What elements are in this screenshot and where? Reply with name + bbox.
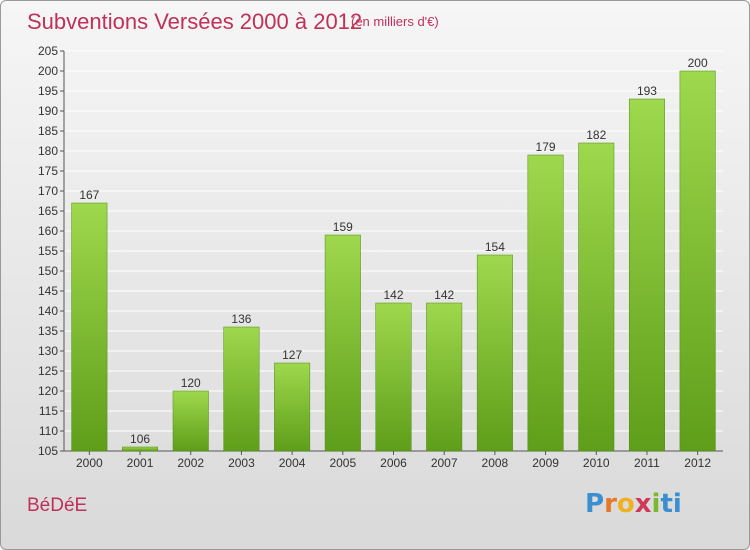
y-tick-label: 185	[38, 124, 58, 138]
y-tick-label: 135	[38, 324, 58, 338]
x-tick-label-2010: 2010	[583, 456, 610, 470]
y-tick-label: 190	[38, 104, 58, 118]
bar-2004	[274, 362, 311, 452]
y-tick-label: 165	[38, 204, 58, 218]
commune-name: BéDéE	[27, 495, 88, 516]
bar-2009	[527, 154, 564, 452]
bar-2001	[122, 446, 159, 452]
y-tick-label: 130	[38, 344, 58, 358]
y-tick-label: 195	[38, 84, 58, 98]
y-tick-labels: 105 110 115 120 125 130 135 140 145 150 155 160 165 1…	[38, 44, 58, 458]
y-tick-label: 110	[39, 424, 58, 438]
bar-2006	[375, 302, 412, 452]
y-tick-label: 115	[39, 404, 58, 418]
data-label-2010: 182	[586, 128, 606, 142]
data-label-2004: 127	[282, 348, 302, 362]
logo-letter: o	[616, 489, 635, 519]
data-label-2002: 120	[181, 376, 201, 390]
x-tick-label-2002: 2002	[177, 456, 204, 470]
data-label-2003: 136	[231, 312, 251, 326]
x-tick-label-2007: 2007	[431, 456, 458, 470]
data-label-2012: 200	[688, 56, 708, 70]
y-tick-label: 125	[38, 364, 58, 378]
x-tick-label-2009: 2009	[532, 456, 559, 470]
x-tick-label-2001: 2001	[127, 456, 154, 470]
bar-2012	[679, 70, 716, 452]
x-tick-label-2011: 2011	[634, 456, 660, 470]
bar-2000	[71, 202, 108, 452]
y-tick-label: 160	[38, 224, 58, 238]
bar-2010	[578, 142, 615, 452]
logo-letter: i	[651, 489, 661, 519]
x-tick-label-2008: 2008	[482, 456, 509, 470]
y-tick-label: 180	[38, 144, 58, 158]
bar-2003	[223, 326, 260, 452]
x-tick-label-2004: 2004	[279, 456, 306, 470]
y-tick-label: 145	[38, 284, 58, 298]
y-tick-label: 170	[38, 184, 58, 198]
bar-2005	[324, 234, 361, 452]
x-tick-label-2003: 2003	[228, 456, 255, 470]
x-tick-label-2005: 2005	[329, 456, 356, 470]
x-tick-label-2012: 2012	[684, 456, 711, 470]
logo-letter: r	[604, 489, 617, 519]
y-tick-label: 150	[38, 264, 58, 278]
y-tick-label: 140	[38, 304, 58, 318]
y-tick-label: 175	[38, 164, 58, 178]
y-tick-label: 155	[38, 244, 58, 258]
bar-2007	[426, 302, 463, 452]
y-tick-label: 105	[38, 444, 58, 458]
bars	[71, 70, 716, 452]
data-label-2005: 159	[333, 220, 353, 234]
data-label-2006: 142	[383, 288, 403, 302]
logo-letter: x	[634, 489, 652, 519]
x-tick-label-2000: 2000	[76, 456, 103, 470]
bar-2002	[172, 390, 209, 452]
chart-title: Subventions Versées 2000 à 2012	[27, 9, 363, 34]
data-label-2009: 179	[536, 140, 556, 154]
y-tick-label: 205	[38, 44, 58, 58]
data-labels: 167 106 120 136 127 159 142 142 154 179 182 193 200	[79, 56, 708, 446]
bar-2008	[476, 254, 513, 452]
data-label-2007: 142	[434, 288, 454, 302]
data-label-2011: 193	[637, 84, 657, 98]
x-tick-labels: 2000 2001 2002 2003 2004 2005 2006 2007 2008 2009…	[76, 456, 711, 470]
data-label-2008: 154	[485, 240, 505, 254]
chart-unit-subtitle: (en milliers d'€)	[351, 14, 439, 29]
logo-letter: P	[585, 489, 605, 519]
bar-2011	[628, 98, 665, 452]
data-label-2001: 106	[130, 432, 150, 446]
logo-letter: ti	[660, 489, 682, 519]
y-tick-label: 120	[38, 384, 58, 398]
x-tick-label-2006: 2006	[380, 456, 407, 470]
data-label-2000: 167	[79, 188, 99, 202]
y-tick-label: 200	[38, 64, 58, 78]
proxiti-logo: Proxiti	[585, 489, 682, 519]
